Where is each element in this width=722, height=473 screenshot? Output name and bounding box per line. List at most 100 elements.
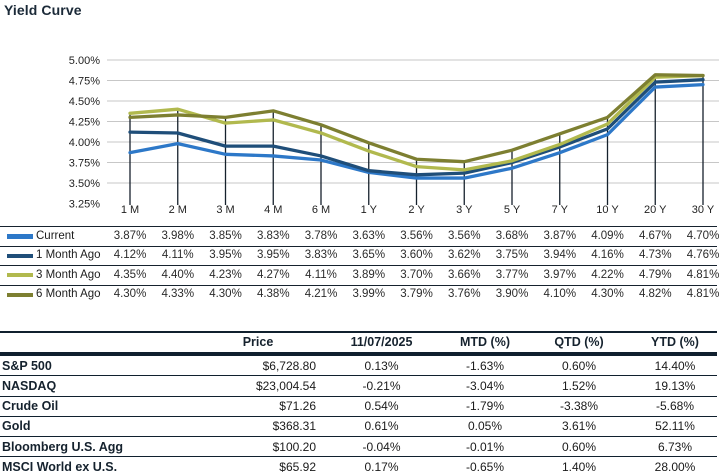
column-header-price: Price xyxy=(242,335,274,349)
x-axis-tick: 1 M xyxy=(121,204,139,216)
legend-row: 1 Month Ago 4.12% 4.11% 3.95% 3.95% 3.83% 3.65… xyxy=(0,245,719,266)
yield-value-cell: 3.79% xyxy=(400,288,433,301)
yield-value-cell: 3.94% xyxy=(543,249,577,262)
yield-value-cell: 3.90% xyxy=(495,288,529,301)
yield-value-cell: 4.38% xyxy=(256,288,290,301)
yield-value-cell: 3.95% xyxy=(256,249,290,262)
market-index-table: Price 11/07/2025 MTD (%) QTD (%) YTD (%) S&P … xyxy=(0,331,717,473)
cell-ytd: 28.00% xyxy=(654,459,696,473)
yield-value-cell: 4.09% xyxy=(591,229,624,242)
cell-day-change: 0.13% xyxy=(364,358,399,373)
yield-value-cell: 4.22% xyxy=(591,268,624,281)
x-axis-tick: 10 Y xyxy=(596,204,619,216)
yield-value-cell: 4.79% xyxy=(638,268,672,281)
cell-day-change: 0.61% xyxy=(364,419,399,434)
cell-day-change: -0.04% xyxy=(362,439,401,454)
cell-ytd: 6.73% xyxy=(657,439,693,454)
cell-index-name: Crude Oil xyxy=(2,399,59,414)
yield-value-cell: 3.76% xyxy=(447,288,481,301)
cell-mtd: -1.63% xyxy=(465,358,505,373)
yield-value-cell: 4.73% xyxy=(638,249,672,262)
yield-value-cell: 3.62% xyxy=(447,249,481,262)
yield-value-cell: 4.30% xyxy=(113,288,147,301)
legend-swatch xyxy=(7,234,33,239)
cell-qtd: -3.38% xyxy=(559,399,599,414)
cell-index-name: S&P 500 xyxy=(2,358,52,373)
cell-index-name: NASDAQ xyxy=(2,378,57,393)
legend-series-label: 6 Month Ago xyxy=(36,288,101,301)
cell-day-change: 0.54% xyxy=(364,399,399,414)
cell-mtd: -1.79% xyxy=(465,399,505,414)
x-axis-tick: 5 Y xyxy=(504,204,521,216)
yield-value-cell: 4.81% xyxy=(686,268,720,281)
y-axis-tick: 3.50% xyxy=(69,178,100,190)
yield-value-cell: 4.35% xyxy=(113,268,147,281)
yield-values-table: Current 3.87% 3.98% 3.85% 3.83% 3.78% 3.63% 3.5… xyxy=(0,226,719,304)
yield-value-cell: 3.75% xyxy=(495,249,529,262)
yield-value-cell: 3.63% xyxy=(352,229,386,242)
x-axis-tick: 4 M xyxy=(264,204,282,216)
cell-price: $65.92 xyxy=(279,459,316,473)
cell-mtd: -0.65% xyxy=(465,459,505,473)
yield-value-cell: 3.60% xyxy=(400,249,433,262)
yield-value-cell: 4.40% xyxy=(161,268,195,281)
y-axis-tick: 4.00% xyxy=(69,137,100,149)
cell-price: $100.20 xyxy=(272,439,316,454)
table-row: Crude Oil $71.26 0.54% -1.79% -3.38% -5.68% xyxy=(0,395,717,416)
legend-row: 3 Month Ago 4.35% 4.40% 4.23% 4.27% 4.11% 3.89… xyxy=(0,265,719,285)
legend-series-label: 3 Month Ago xyxy=(36,268,101,281)
yield-curve-chart: 5.00% 4.75% 4.50% 4.25% 4.00% 3.75% 3.50% 3.25%… xyxy=(69,55,719,216)
cell-day-change: -0.21% xyxy=(362,378,401,393)
y-axis-tick: 3.75% xyxy=(69,158,100,170)
yield-value-cell: 4.11% xyxy=(305,268,337,281)
table-row: S&P 500 $6,728.80 0.13% -1.63% 0.60% 14.40% xyxy=(0,355,717,375)
legend-series-label: Current xyxy=(36,229,75,242)
column-header-date: 11/07/2025 xyxy=(350,335,413,349)
yield-value-cell: 4.76% xyxy=(686,249,720,262)
table-row: NASDAQ $23,004.54 -0.21% -3.04% 1.52% 19.13% xyxy=(0,375,717,395)
cell-qtd: 1.40% xyxy=(561,459,597,473)
yield-value-cell: 4.12% xyxy=(113,249,147,262)
yield-value-cell: 3.87% xyxy=(543,229,577,242)
yield-value-cell: 4.10% xyxy=(543,288,577,301)
yield-value-cell: 4.67% xyxy=(638,229,672,242)
y-axis-tick: 5.00% xyxy=(69,55,100,67)
yield-value-cell: 4.82% xyxy=(638,288,672,301)
cell-price: $6,728.80 xyxy=(262,358,316,373)
cell-ytd: 14.40% xyxy=(654,358,696,373)
legend-swatch xyxy=(7,273,33,278)
yield-value-cell: 3.78% xyxy=(304,229,338,242)
yield-value-cell: 4.21% xyxy=(304,288,338,301)
x-axis-tick: 2 Y xyxy=(408,204,425,216)
cell-price: $23,004.54 xyxy=(255,378,316,393)
series-line xyxy=(128,78,705,177)
yield-value-cell: 3.83% xyxy=(304,249,338,262)
cell-mtd: -0.01% xyxy=(465,439,505,454)
yield-value-cell: 3.56% xyxy=(400,229,433,242)
x-axis-tick: 1 Y xyxy=(361,204,378,216)
yield-value-cell: 3.66% xyxy=(447,268,481,281)
table-row: Gold $368.31 0.61% 0.05% 3.61% 52.11% xyxy=(0,415,717,436)
y-axis-tick: 4.25% xyxy=(69,117,100,129)
yield-value-cell: 3.99% xyxy=(352,288,386,301)
cell-ytd: -5.68% xyxy=(655,399,695,414)
y-axis-tick: 4.75% xyxy=(69,76,100,88)
column-header-mtd: MTD (%) xyxy=(460,335,510,349)
page-title: Yield Curve xyxy=(4,2,82,18)
x-axis-tick: 7 Y xyxy=(552,204,569,216)
yield-value-cell: 3.87% xyxy=(113,229,147,242)
yield-value-cell: 4.70% xyxy=(686,229,720,242)
series-line xyxy=(128,73,705,164)
yield-value-cell: 3.65% xyxy=(352,249,386,262)
table-header-row: Price 11/07/2025 MTD (%) QTD (%) YTD (%) xyxy=(0,333,717,355)
legend-row: Current 3.87% 3.98% 3.85% 3.83% 3.78% 3.63% 3.5… xyxy=(0,226,719,246)
legend-swatch xyxy=(7,292,33,297)
yield-value-cell: 4.81% xyxy=(686,288,720,301)
table-row: Bloomberg U.S. Agg $100.20 -0.04% -0.01% 0.6… xyxy=(0,436,717,456)
yield-value-cell: 4.30% xyxy=(209,288,242,301)
series-line xyxy=(128,73,705,172)
x-axis-tick: 2 M xyxy=(169,204,187,216)
yield-value-cell: 3.70% xyxy=(400,268,433,281)
legend-series-label: 1 Month Ago xyxy=(36,249,101,262)
